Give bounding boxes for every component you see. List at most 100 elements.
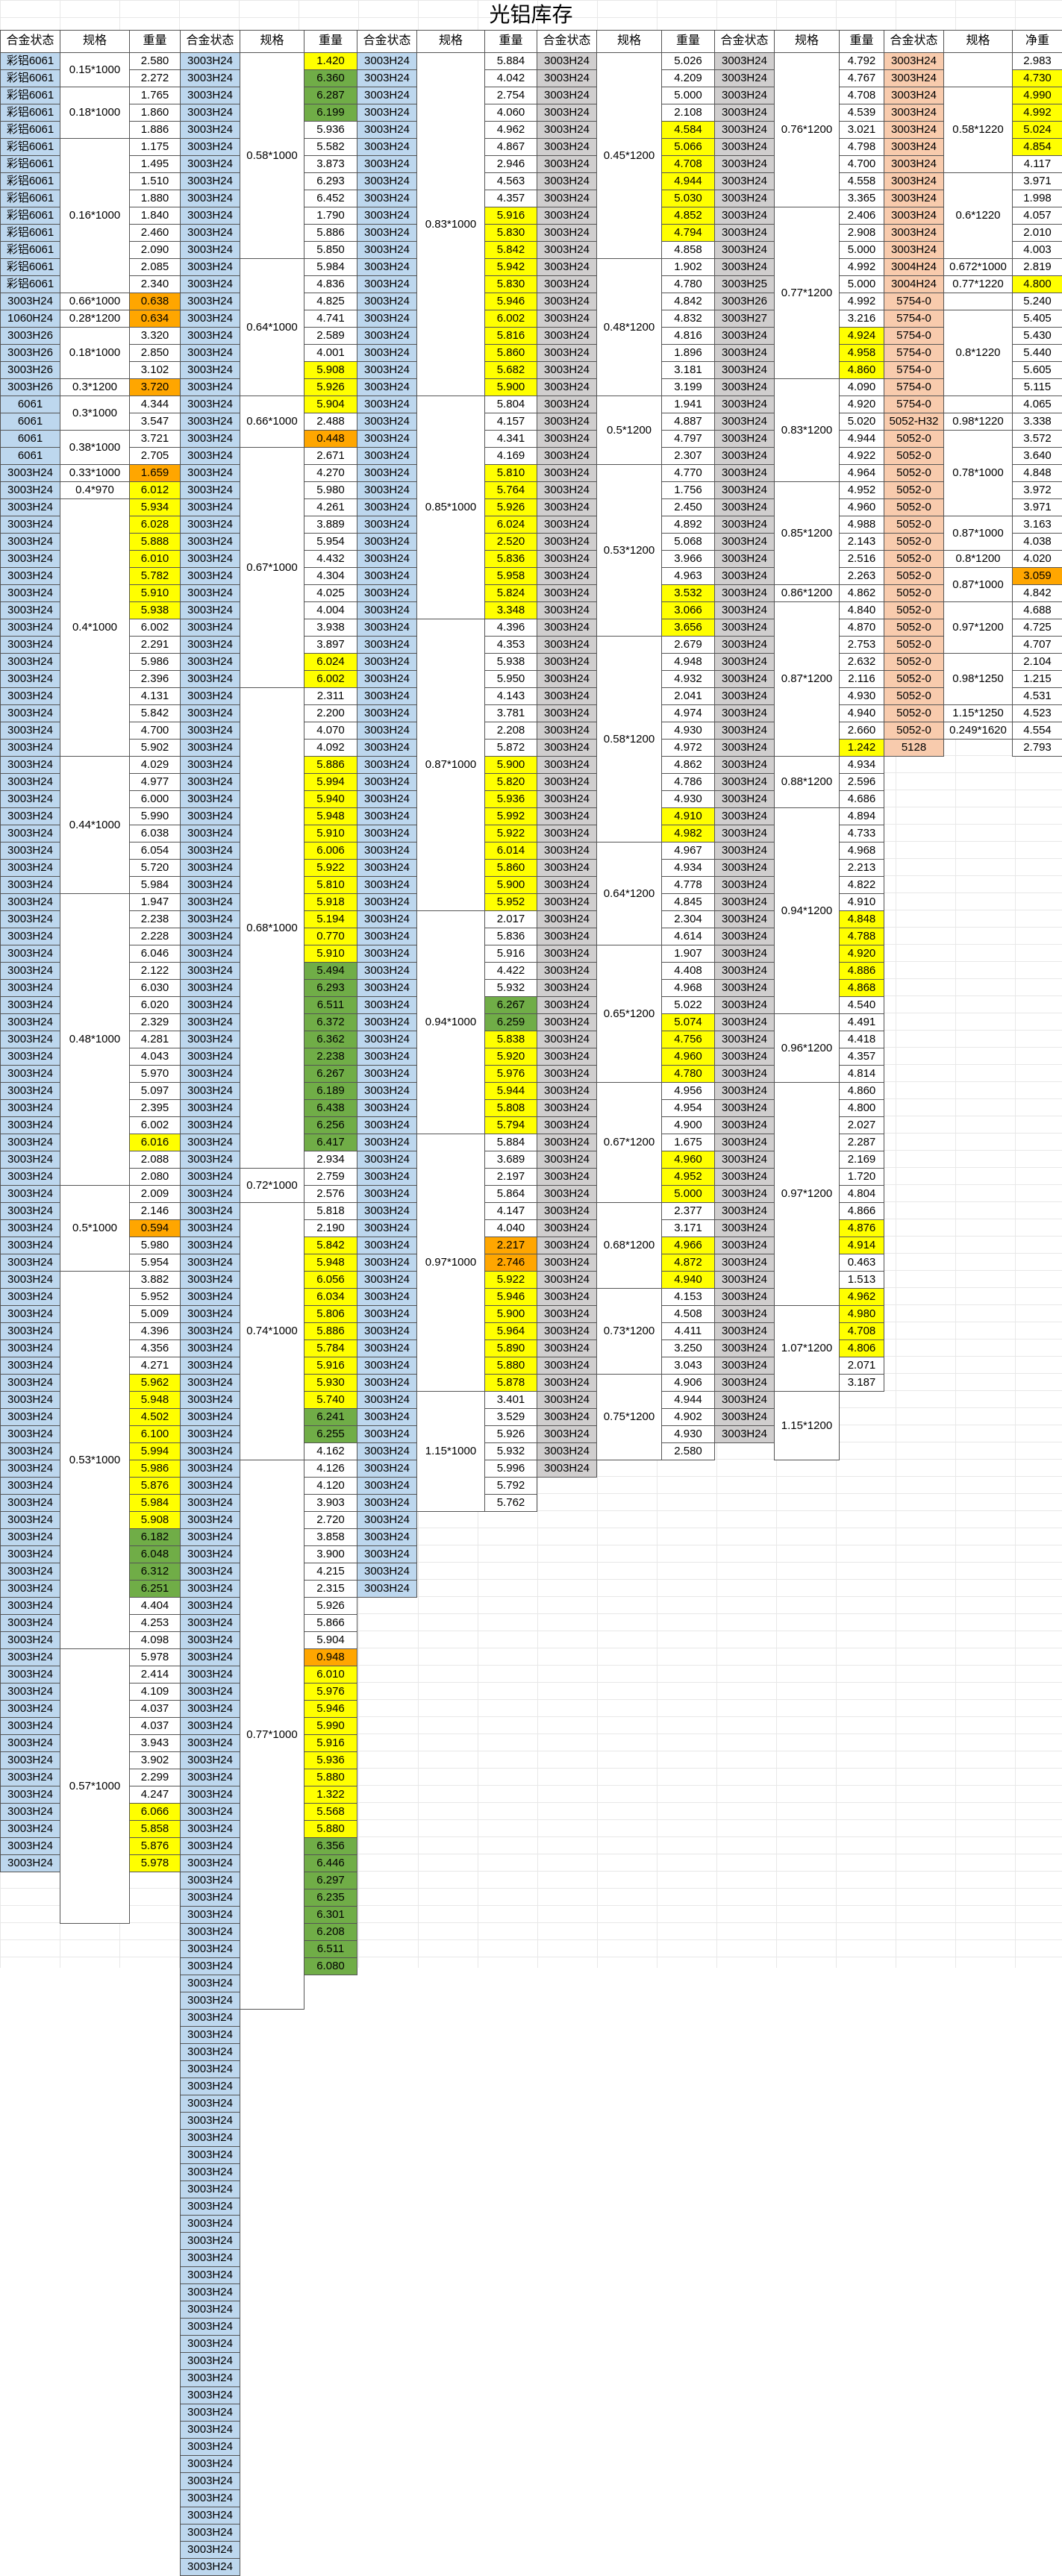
alloy-cell[interactable]: 3003H24 xyxy=(0,1820,60,1838)
weight-cell[interactable]: 3.338 xyxy=(1012,413,1062,431)
spec-cell[interactable]: 0.94*1000 xyxy=(416,910,485,1134)
weight-cell[interactable]: 2.088 xyxy=(129,1151,181,1169)
alloy-cell[interactable]: 3003H24 xyxy=(180,1957,240,1975)
spec-cell[interactable]: 1.07*1200 xyxy=(774,1305,840,1392)
weight-cell[interactable]: 5.946 xyxy=(304,1700,357,1718)
alloy-cell[interactable]: 3003H24 xyxy=(180,241,240,259)
spec-cell[interactable]: 0.58*1000 xyxy=(240,52,304,259)
weight-cell[interactable]: 4.792 xyxy=(839,52,884,70)
alloy-cell[interactable]: 3003H24 xyxy=(0,1168,60,1186)
alloy-cell[interactable]: 3003H24 xyxy=(714,584,775,602)
alloy-cell[interactable]: 3003H24 xyxy=(537,241,597,259)
weight-cell[interactable]: 4.786 xyxy=(661,773,715,791)
weight-cell[interactable]: 5.878 xyxy=(484,1374,537,1392)
alloy-cell[interactable]: 3003H24 xyxy=(537,498,597,516)
alloy-cell[interactable]: 3003H24 xyxy=(714,1134,775,1151)
alloy-cell[interactable]: 3003H24 xyxy=(0,1151,60,1169)
weight-cell[interactable]: 2.263 xyxy=(839,567,884,585)
weight-cell[interactable]: 1.790 xyxy=(304,207,357,225)
alloy-cell[interactable]: 3003H26 xyxy=(0,378,60,396)
alloy-cell[interactable]: 3003H24 xyxy=(714,962,775,980)
alloy-cell[interactable]: 3003H24 xyxy=(357,327,417,345)
alloy-cell[interactable]: 3003H24 xyxy=(180,2249,240,2267)
weight-cell[interactable]: 4.707 xyxy=(1012,636,1062,654)
weight-cell[interactable]: 5.405 xyxy=(1012,310,1062,328)
alloy-cell[interactable]: 5052-0 xyxy=(884,584,944,602)
alloy-cell[interactable]: 3003H24 xyxy=(714,69,775,87)
spec-cell[interactable]: 0.38*1000 xyxy=(60,430,130,465)
alloy-cell[interactable]: 3003H24 xyxy=(357,636,417,654)
weight-cell[interactable]: 6.312 xyxy=(129,1563,181,1581)
alloy-cell[interactable]: 3003H24 xyxy=(180,876,240,894)
alloy-cell[interactable]: 3003H24 xyxy=(714,1322,775,1340)
alloy-cell[interactable]: 3003H24 xyxy=(0,1477,60,1495)
weight-cell[interactable]: 4.852 xyxy=(661,207,715,225)
weight-cell[interactable]: 4.344 xyxy=(129,396,181,413)
weight-cell[interactable]: 4.153 xyxy=(661,1288,715,1306)
alloy-cell[interactable]: 3003H24 xyxy=(180,619,240,637)
alloy-cell[interactable]: 3003H24 xyxy=(357,1374,417,1392)
alloy-cell[interactable]: 3003H24 xyxy=(357,310,417,328)
weight-cell[interactable]: 5.886 xyxy=(304,1322,357,1340)
weight-cell[interactable]: 6.511 xyxy=(304,1940,357,1958)
alloy-cell[interactable]: 3003H24 xyxy=(180,2180,240,2198)
weight-cell[interactable]: 6.301 xyxy=(304,1906,357,1924)
weight-cell[interactable]: 4.902 xyxy=(661,1408,715,1426)
alloy-cell[interactable]: 3003H24 xyxy=(714,567,775,585)
weight-cell[interactable]: 5.942 xyxy=(484,258,537,276)
weight-cell[interactable]: 4.162 xyxy=(304,1442,357,1460)
alloy-cell[interactable]: 3003H24 xyxy=(357,1545,417,1563)
weight-cell[interactable]: 2.488 xyxy=(304,413,357,431)
weight-cell[interactable]: 1.175 xyxy=(129,138,181,156)
alloy-cell[interactable]: 3003H24 xyxy=(714,825,775,842)
weight-cell[interactable]: 4.800 xyxy=(1012,275,1062,293)
alloy-cell[interactable]: 3003H24 xyxy=(180,2507,240,2525)
weight-cell[interactable]: 5.850 xyxy=(304,241,357,259)
spec-cell[interactable]: 0.58*1200 xyxy=(596,636,662,842)
spec-cell[interactable]: 0.3*1000 xyxy=(60,396,130,431)
alloy-cell[interactable]: 3003H24 xyxy=(537,876,597,894)
weight-cell[interactable]: 5.976 xyxy=(484,1065,537,1083)
alloy-cell[interactable]: 3003H24 xyxy=(884,69,944,87)
weight-cell[interactable]: 4.060 xyxy=(484,104,537,122)
weight-cell[interactable]: 4.868 xyxy=(839,979,884,997)
weight-cell[interactable]: 5.932 xyxy=(484,1442,537,1460)
alloy-cell[interactable]: 5052-0 xyxy=(884,601,944,619)
weight-cell[interactable]: 1.765 xyxy=(129,87,181,104)
weight-cell[interactable]: 5.792 xyxy=(484,1477,537,1495)
weight-cell[interactable]: 5.026 xyxy=(661,52,715,70)
alloy-cell[interactable]: 5052-0 xyxy=(884,481,944,499)
alloy-cell[interactable]: 5052-0 xyxy=(884,670,944,688)
weight-cell[interactable]: 4.974 xyxy=(661,704,715,722)
spec-cell[interactable]: 0.48*1000 xyxy=(60,893,130,1186)
alloy-cell[interactable]: 3003H24 xyxy=(180,670,240,688)
weight-cell[interactable]: 5.936 xyxy=(304,1751,357,1769)
alloy-cell[interactable]: 3003H24 xyxy=(180,2095,240,2113)
alloy-cell[interactable]: 3003H24 xyxy=(0,910,60,928)
weight-cell[interactable]: 2.580 xyxy=(661,1442,715,1460)
weight-cell[interactable]: 0.948 xyxy=(304,1648,357,1666)
alloy-cell[interactable]: 3003H24 xyxy=(714,190,775,207)
alloy-cell[interactable]: 5052-0 xyxy=(884,550,944,568)
alloy-cell[interactable]: 3003H24 xyxy=(884,52,944,70)
weight-cell[interactable]: 4.563 xyxy=(484,172,537,190)
weight-cell[interactable]: 4.700 xyxy=(839,155,884,173)
weight-cell[interactable]: 6.002 xyxy=(484,310,537,328)
alloy-cell[interactable]: 3003H24 xyxy=(357,1563,417,1581)
weight-cell[interactable]: 4.992 xyxy=(1012,104,1062,122)
weight-cell[interactable]: 1.947 xyxy=(129,893,181,911)
weight-cell[interactable]: 0.634 xyxy=(129,310,181,328)
weight-cell[interactable]: 4.892 xyxy=(661,516,715,534)
alloy-cell[interactable]: 3003H24 xyxy=(0,1854,60,1872)
alloy-cell[interactable]: 3003H24 xyxy=(357,670,417,688)
column-header[interactable]: 合金状态 xyxy=(537,30,597,53)
alloy-cell[interactable]: 3003H24 xyxy=(0,1425,60,1443)
alloy-cell[interactable]: 3003H24 xyxy=(0,1134,60,1151)
alloy-cell[interactable]: 3003H24 xyxy=(180,2404,240,2422)
weight-cell[interactable]: 4.988 xyxy=(839,516,884,534)
alloy-cell[interactable]: 3003H24 xyxy=(357,1048,417,1066)
alloy-cell[interactable]: 6061 xyxy=(0,447,60,465)
alloy-cell[interactable]: 3003H24 xyxy=(357,1254,417,1272)
weight-cell[interactable]: 6.241 xyxy=(304,1408,357,1426)
alloy-cell[interactable]: 3003H24 xyxy=(537,773,597,791)
